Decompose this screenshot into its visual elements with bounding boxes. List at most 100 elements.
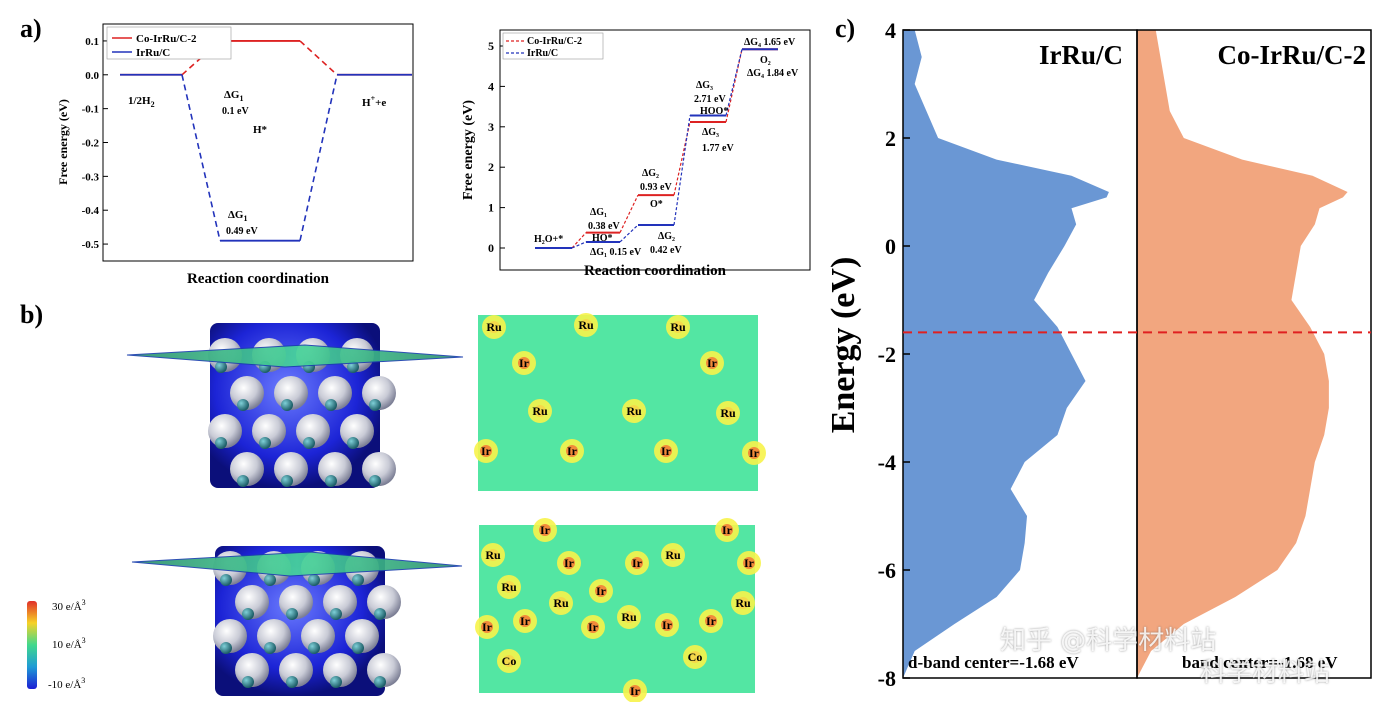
oer-hoo-label: HOO* (700, 106, 728, 117)
oer-xlabel: Reaction coordination (584, 263, 727, 279)
colorbar-bot: -10 e/Å3 (48, 676, 85, 691)
dos-ytick-label: -6 (878, 558, 896, 583)
slab-atom-small (286, 676, 298, 688)
map-bottom-atom-label: Ru (621, 610, 637, 624)
map-bottom-atom-core (503, 581, 515, 593)
oer-ytick-label: 0 (488, 241, 494, 255)
watermark-line1: 知乎 @科学材料站 (1000, 626, 1217, 656)
dos-ylabel: Energy (eV) (825, 257, 862, 434)
panel-label-a: a) (20, 14, 42, 43)
slab-atom-small (237, 475, 249, 487)
slab-atom-small (281, 475, 293, 487)
slab-atom-small (369, 399, 381, 411)
dos-ytick-label: 2 (885, 126, 896, 151)
oer-co-dg3-val: 1.77 eV (702, 143, 734, 154)
oer-ho-label: HO* (592, 233, 613, 244)
oer-irru-dg3: ΔG₃ (696, 80, 713, 91)
map-top-atom-label: Ru (720, 406, 736, 420)
slab-atom-small (237, 399, 249, 411)
her-ytick-label: -0.1 (82, 104, 99, 116)
slab-atom-small (242, 608, 254, 620)
dos-frame-right (1136, 29, 1372, 679)
dos-area-co (1137, 30, 1348, 678)
her-connector-co (299, 40, 338, 76)
oer-legend: Co-IrRu/C-2 IrRu/C (502, 32, 604, 60)
her-co-state: H* (253, 124, 268, 136)
map-bottom-atom-core (689, 651, 701, 663)
her-co-dg-value: 0.1 eV (222, 106, 249, 117)
slab-render-top (126, 323, 464, 488)
map-bottom-atom-core (737, 597, 749, 609)
oer-co-dg1: ΔG₁ (590, 207, 607, 218)
her-irru-dg-value: 0.49 eV (226, 226, 258, 237)
map-bottom-atom-label: Ru (665, 548, 681, 562)
her-irru-dg-label: ΔG1 (228, 209, 247, 223)
slab-atom-small (308, 642, 320, 654)
her-ytick-label: -0.3 (82, 171, 100, 183)
map-bottom-atom-label: Ir (520, 614, 531, 628)
map-bottom-atom-label: Ir (662, 618, 673, 632)
dos-ytick-label: 4 (885, 18, 896, 43)
oer-legend-irru: IrRu/C (527, 48, 558, 59)
oer-irru-dg3-val: 2.71 eV (694, 94, 726, 105)
oer-connector-irru (673, 115, 691, 226)
map-bottom-atom-core (555, 597, 567, 609)
charge-colorbar: 30 e/Å3 10 e/Å3 -10 e/Å3 (27, 598, 86, 691)
watermark-line2: 科学材料站 (1200, 658, 1331, 688)
oer-irru-dg2: ΔG₂ (658, 231, 675, 242)
map-top-atom-label: Ru (532, 404, 548, 418)
map-bottom-atom-label: Ir (482, 620, 493, 634)
slab-atom-small (374, 608, 386, 620)
map-bottom-atom-core (539, 524, 551, 536)
map-top-atom-label: Ir (749, 446, 760, 460)
map-bottom-atom-core (661, 619, 673, 631)
dos-ytick-label: -4 (878, 450, 896, 475)
map-bottom-atom-core (721, 524, 733, 536)
colorbar-mid: 10 e/Å3 (52, 636, 86, 651)
oer-co-dg4: ΔG₄ 1.65 eV (744, 37, 796, 48)
map-bottom-atom-label: Ir (564, 556, 575, 570)
map-bottom-atom-label: Co (688, 650, 703, 664)
map-bottom-atom-core (481, 621, 493, 633)
her-ytick-label: -0.5 (82, 239, 100, 251)
her-legend-irru: IrRu/C (136, 47, 170, 59)
map-top-atom-core (660, 445, 672, 457)
oer-plot-frame (499, 29, 811, 271)
oer-ytick-label: 3 (488, 120, 494, 134)
map-top-atom-label: Ir (661, 444, 672, 458)
map-bottom-atom-label: Ru (501, 580, 517, 594)
map-bottom-atom-core (705, 615, 717, 627)
map-bottom-atom-label: Ir (706, 614, 717, 628)
map-bottom-atom-label: Ir (744, 556, 755, 570)
dos-area-irru (903, 30, 1109, 678)
map-bottom-atom-label: Ir (596, 584, 607, 598)
map-top-atom-label: Ru (578, 318, 594, 332)
slab-atom-small (264, 642, 276, 654)
map-top-atom-label: Ir (567, 444, 578, 458)
slab-atom-small (325, 475, 337, 487)
oer-connector-irru (571, 241, 587, 249)
map-bottom-atom-label: Ir (632, 556, 643, 570)
her-free-energy-chart: 0.1 0.0 -0.1 -0.2 -0.3 -0.4 -0.5 Co-IrRu/C-2 I… (56, 23, 414, 287)
map-bottom-atom-core (667, 549, 679, 561)
map-bottom-atom-core (595, 585, 607, 597)
slab-atom-small (215, 437, 227, 449)
slab-atom-small (286, 608, 298, 620)
oer-ylabel: Free energy (eV) (461, 100, 476, 200)
map-bottom-atom-label: Ir (540, 523, 551, 537)
her-xlabel: Reaction coordination (187, 271, 330, 287)
map-top-atom-core (672, 321, 684, 333)
map-top-atom-label: Ru (486, 320, 502, 334)
oer-connector-co (673, 121, 691, 196)
oer-co-dg2: ΔG₂ (642, 168, 659, 179)
map-bottom-atom-core (563, 557, 575, 569)
slab-atom-small (330, 608, 342, 620)
slab-atom-small (264, 574, 276, 586)
map-top-atom-core (748, 447, 760, 459)
slab-atom-small (330, 676, 342, 688)
oer-connector-co (571, 232, 587, 249)
oer-co-dg1-val: 0.38 eV (588, 221, 620, 232)
slab-atom-small (347, 361, 359, 373)
map-top-atom-core (488, 321, 500, 333)
her-label-end: H++e (362, 94, 386, 109)
